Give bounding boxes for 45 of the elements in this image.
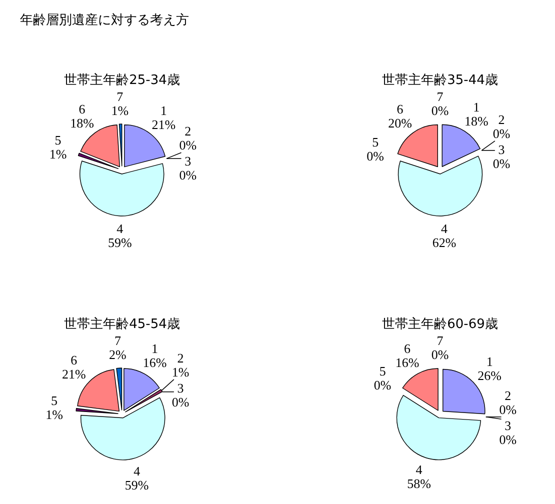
slice-label: 4 xyxy=(134,463,141,478)
category-label: 2 xyxy=(504,388,512,404)
legend-label: 3 xyxy=(498,142,505,157)
data-label: 16% xyxy=(142,355,167,370)
slice-label: 2 xyxy=(177,350,184,366)
text: 0% xyxy=(374,378,392,393)
data-label: 58% xyxy=(407,476,432,491)
legend-label: 3 xyxy=(177,380,184,396)
data-label: 2% xyxy=(109,347,127,362)
chart-title: 世帯主年齢35-44歳 xyxy=(382,72,498,88)
text: 0% xyxy=(172,394,190,410)
slice-label: 6 xyxy=(404,341,411,356)
data-label: 62% xyxy=(432,234,456,250)
data-label: 16% xyxy=(395,355,420,370)
slice-label: 6 xyxy=(396,102,404,117)
text: 0% xyxy=(431,103,449,118)
slice-label: 4 xyxy=(441,220,448,236)
text: 0% xyxy=(492,156,510,171)
data-label: 20% xyxy=(388,116,412,131)
slice-label: 1 xyxy=(486,354,493,369)
text: 0% xyxy=(499,402,517,418)
data-label: 59% xyxy=(124,477,149,492)
category-label: 5 xyxy=(379,364,386,379)
text: 0% xyxy=(431,347,449,362)
category-label: 2 xyxy=(498,112,505,127)
data-label: 1% xyxy=(172,364,190,380)
chart-title: 世帯主年齢45-54歳 xyxy=(64,316,180,332)
text: 0% xyxy=(499,432,517,448)
data-label: 21% xyxy=(62,366,86,382)
chart-title: 世帯主年齢60-69歳 xyxy=(382,316,498,332)
text: 0% xyxy=(366,148,384,164)
slice-label: 5 xyxy=(51,392,58,408)
slice-label: 7 xyxy=(114,333,122,348)
data-label: 18% xyxy=(464,113,489,128)
slice-label: 1 xyxy=(473,99,480,114)
text: 0% xyxy=(492,126,510,141)
slice-label: 4 xyxy=(416,462,423,477)
category-label: 5 xyxy=(372,134,379,150)
data-label: 1% xyxy=(46,406,64,422)
legend-label: 3 xyxy=(504,418,512,434)
category-label: 7 xyxy=(436,89,444,104)
slice-label: 6 xyxy=(70,352,78,368)
data-label: 26% xyxy=(478,368,502,383)
slice-label: 1 xyxy=(152,341,158,356)
category-label: 7 xyxy=(436,333,444,348)
